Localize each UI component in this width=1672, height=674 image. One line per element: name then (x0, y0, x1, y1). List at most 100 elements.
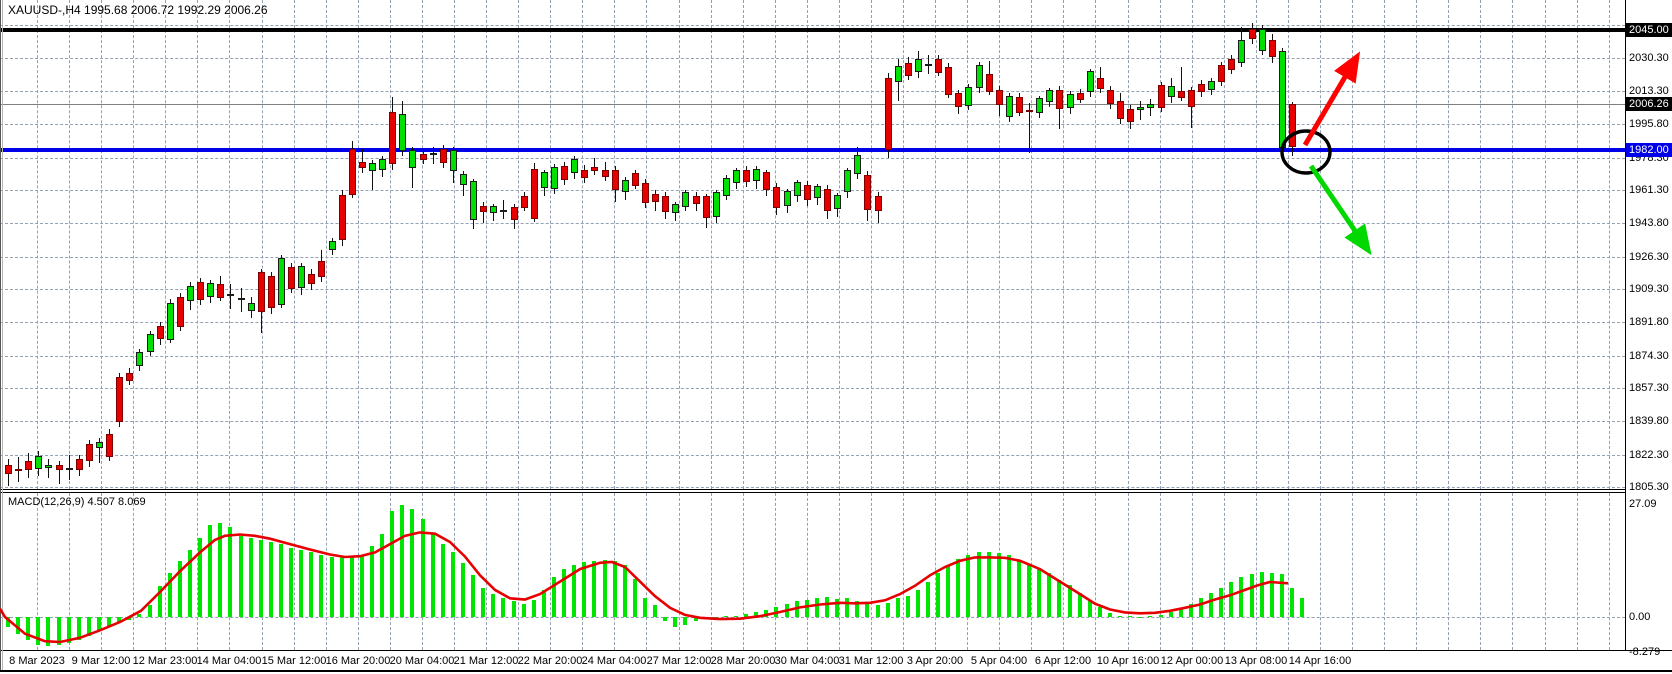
candle-wick (594, 158, 596, 176)
macd-histogram-bar (208, 525, 213, 617)
macd-histogram-bar (1047, 573, 1052, 618)
macd-histogram-bar (440, 544, 445, 617)
vertical-gridline (1512, 0, 1513, 489)
macd-histogram-bar (491, 594, 496, 617)
bullish-candle (1005, 96, 1013, 118)
bullish-candle (1046, 90, 1054, 102)
horizontal-gridline (0, 25, 1625, 27)
bearish-candle (1187, 90, 1195, 107)
bullish-candle (540, 172, 548, 189)
macd-histogram-bar (6, 617, 10, 628)
date-tick-label: 30 Mar 04:00 (774, 655, 840, 667)
date-tick-label: 6 Apr 12:00 (1034, 655, 1092, 667)
resistance-2045[interactable] (0, 28, 1625, 33)
macd-histogram-bar (46, 617, 51, 647)
bullish-candle (409, 149, 417, 168)
macd-histogram-bar (370, 546, 374, 617)
candle-wick (48, 459, 50, 478)
bearish-candle (1056, 89, 1064, 109)
bearish-candle (308, 274, 316, 284)
macd-histogram-bar (117, 617, 122, 624)
current-price-line[interactable] (0, 103, 1625, 105)
macd-histogram-bar (228, 527, 233, 617)
bearish-arrow-annotation[interactable] (1308, 164, 1372, 256)
bearish-candle (601, 169, 609, 178)
vertical-gridline (775, 0, 776, 489)
vertical-gridline (1416, 493, 1417, 650)
bullish-candle (187, 285, 194, 301)
macd-histogram-bar (471, 575, 476, 617)
macd-bottom-border (0, 650, 1672, 651)
support-1982[interactable] (0, 148, 1625, 153)
macd-histogram-bar (319, 554, 324, 617)
bullish-candle (207, 282, 215, 298)
macd-histogram-bar (875, 605, 880, 617)
horizontal-gridline (0, 454, 1625, 456)
bullish-candle (1137, 106, 1145, 111)
date-tick-label: 20 Mar 04:00 (389, 655, 455, 667)
macd-histogram-bar (653, 604, 657, 617)
price-tick-label: 2013.30 (1629, 84, 1669, 97)
vertical-gridline (1256, 493, 1257, 650)
bearish-candle (743, 169, 750, 182)
vertical-gridline (1609, 0, 1610, 489)
bullish-candle (732, 170, 740, 183)
candle-wick (230, 283, 232, 309)
candle-wick (58, 460, 60, 484)
macd-histogram-bar (450, 552, 455, 617)
bullish-arrow-annotation[interactable] (1302, 51, 1361, 147)
macd-histogram-bar (400, 505, 405, 617)
bullish-candle (136, 352, 144, 366)
vertical-gridline (743, 493, 744, 650)
bearish-candle (1016, 97, 1023, 114)
vertical-gridline (101, 493, 102, 650)
vertical-gridline (839, 493, 840, 650)
macd-histogram-bar (683, 617, 688, 625)
circle-annotation[interactable] (1280, 129, 1332, 175)
macd-histogram-bar (66, 617, 71, 644)
macd-histogram-bar (1239, 577, 1244, 617)
vertical-gridline (1224, 493, 1225, 650)
vertical-gridline (1545, 493, 1546, 650)
macd-histogram-bar (562, 569, 566, 617)
vertical-gridline (935, 0, 936, 489)
bullish-candle (278, 258, 285, 305)
bullish-candle (621, 180, 629, 193)
macd-histogram-bar (501, 598, 506, 618)
macd-histogram-bar (1188, 603, 1193, 617)
window-left-border (0, 0, 1, 672)
price-badge-2006-26: 2006.26 (1626, 97, 1672, 112)
bearish-candle (530, 168, 538, 219)
macd-histogram-bar (693, 617, 698, 622)
bullish-candle (1036, 98, 1044, 114)
vertical-gridline (37, 493, 38, 650)
bullish-candle (965, 86, 973, 106)
macd-signal-line (0, 531, 1289, 644)
macd-histogram-bar (1138, 617, 1143, 618)
vertical-gridline (294, 0, 295, 489)
bearish-candle (318, 260, 326, 278)
vertical-gridline (326, 493, 327, 650)
vertical-gridline (967, 0, 968, 489)
date-tick-label: 9 Mar 12:00 (71, 655, 131, 667)
date-tick-label: 12 Mar 23:00 (132, 655, 198, 667)
price-tick-label: 1857.30 (1629, 382, 1669, 394)
bullish-candle (1167, 85, 1175, 98)
vertical-gridline (1577, 0, 1578, 489)
macd-histogram-bar (1229, 581, 1234, 617)
macd-histogram-bar (1178, 607, 1183, 617)
price-tick-label: 1909.30 (1629, 282, 1669, 295)
macd-histogram-bar (926, 581, 930, 617)
price-tick-label: 1961.30 (1629, 183, 1669, 196)
macd-histogram-bar (966, 554, 971, 617)
vertical-gridline (743, 0, 744, 489)
vertical-gridline (1160, 0, 1161, 489)
bearish-candle (955, 93, 963, 107)
bearish-candle (5, 464, 12, 475)
macd-histogram-bar (521, 603, 526, 617)
bearish-candle (1198, 83, 1205, 93)
bearish-candle (1228, 59, 1236, 71)
macd-histogram-bar (137, 613, 142, 617)
vertical-gridline (454, 0, 455, 489)
bearish-candle (156, 325, 164, 339)
